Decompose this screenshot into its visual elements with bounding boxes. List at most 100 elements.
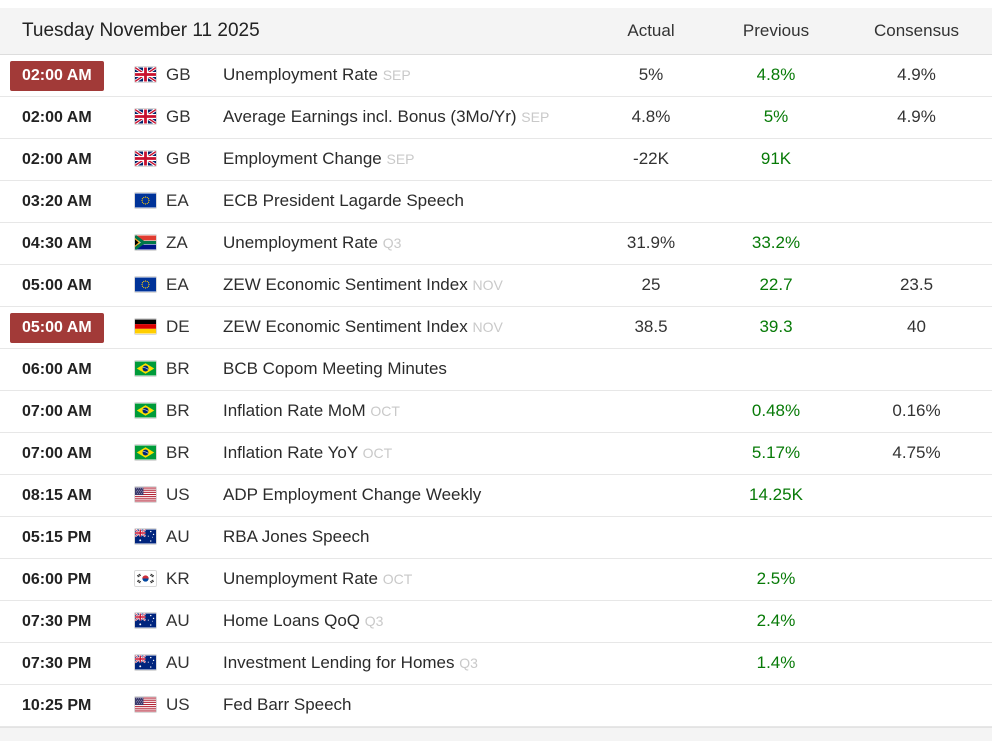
calendar-row[interactable]: 04:30 AM ZA Unemployment Rate Q3 31.9% 3… xyxy=(0,223,992,265)
event-time: 10:25 PM xyxy=(22,697,92,714)
country-code: US xyxy=(166,485,190,504)
flag-de-icon xyxy=(135,319,156,334)
event-period: SEP xyxy=(386,151,415,167)
event-time: 06:00 PM xyxy=(22,571,92,588)
country-code: BR xyxy=(166,359,190,378)
actual-value: 38.5 xyxy=(634,317,668,336)
previous-value[interactable]: 2.5% xyxy=(756,569,796,588)
event-period: NOV xyxy=(472,319,503,335)
calendar-row[interactable]: 07:30 PM AU Home Loans QoQ Q3 2.4% xyxy=(0,601,992,643)
event-title[interactable]: Unemployment Rate xyxy=(223,569,378,588)
previous-value[interactable]: 5.17% xyxy=(751,443,801,462)
consensus-value: 23.5 xyxy=(899,275,934,294)
calendar-row[interactable]: 05:00 AM EA ZEW Economic Sentiment Index… xyxy=(0,265,992,307)
calendar-row[interactable]: 05:15 PM AU RBA Jones Speech xyxy=(0,517,992,559)
calendar-row[interactable]: 07:30 PM AU Investment Lending for Homes… xyxy=(0,643,992,685)
event-title[interactable]: Investment Lending for Homes xyxy=(223,653,455,672)
consensus-value xyxy=(841,559,992,601)
date-header: Tuesday November 11 2025 xyxy=(0,8,591,55)
actual-value xyxy=(591,181,711,223)
calendar-row[interactable]: 06:00 AM BR BCB Copom Meeting Minutes xyxy=(0,349,992,391)
event-title[interactable]: ZEW Economic Sentiment Index xyxy=(223,275,468,294)
calendar-row[interactable]: 06:00 PM KR Unemployment Rate OCT 2.5% xyxy=(0,559,992,601)
previous-value[interactable]: 4.8% xyxy=(756,65,796,84)
calendar-row[interactable]: 03:20 AM EA ECB President Lagarde Speech xyxy=(0,181,992,223)
calendar-row[interactable]: 02:00 AM GB Average Earnings incl. Bonus… xyxy=(0,97,992,139)
consensus-value xyxy=(841,349,992,391)
event-time: 07:30 PM xyxy=(22,655,92,672)
actual-value xyxy=(591,685,711,727)
consensus-value xyxy=(841,517,992,559)
calendar-row[interactable]: 07:00 AM BR Inflation Rate YoY OCT 5.17%… xyxy=(0,433,992,475)
event-title[interactable]: ZEW Economic Sentiment Index xyxy=(223,317,468,336)
previous-value[interactable]: 39.3 xyxy=(759,317,793,336)
event-period: OCT xyxy=(362,445,393,461)
event-title[interactable]: RBA Jones Speech xyxy=(223,527,370,546)
flag-au-icon xyxy=(135,613,156,628)
previous-value[interactable]: 5% xyxy=(763,107,789,126)
event-period: OCT xyxy=(370,403,400,419)
column-header-previous: Previous xyxy=(711,8,841,55)
country-code: BR xyxy=(166,401,190,420)
previous-value[interactable]: 91K xyxy=(760,149,792,168)
event-title[interactable]: Home Loans QoQ xyxy=(223,611,361,630)
calendar-row[interactable]: 02:00 AM GB Unemployment Rate SEP 5% 4.8… xyxy=(0,55,992,97)
country-code: AU xyxy=(166,653,190,672)
event-time: 02:00 AM xyxy=(22,109,92,126)
flag-br-icon xyxy=(135,445,156,460)
flag-br-icon xyxy=(135,403,156,418)
previous-value[interactable] xyxy=(711,517,841,559)
consensus-value xyxy=(841,139,992,181)
event-title[interactable]: ADP Employment Change Weekly xyxy=(223,485,482,504)
event-title[interactable]: Employment Change xyxy=(223,149,382,168)
previous-value[interactable]: 22.7 xyxy=(759,275,793,294)
flag-us-icon xyxy=(135,697,156,712)
previous-value[interactable] xyxy=(711,685,841,727)
calendar-row[interactable]: 10:25 PM US Fed Barr Speech xyxy=(0,685,992,727)
calendar-row[interactable]: 02:00 AM GB Employment Change SEP -22K 9… xyxy=(0,139,992,181)
previous-value[interactable]: 0.48% xyxy=(751,401,801,420)
event-time: 05:15 PM xyxy=(22,529,92,546)
event-title[interactable]: BCB Copom Meeting Minutes xyxy=(223,359,447,378)
event-title[interactable]: Fed Barr Speech xyxy=(223,695,352,714)
event-time: 02:00 AM xyxy=(10,61,104,91)
previous-value[interactable]: 33.2% xyxy=(751,233,801,252)
consensus-value xyxy=(841,181,992,223)
actual-value xyxy=(591,517,711,559)
country-code: GB xyxy=(166,65,191,84)
flag-kr-icon xyxy=(135,571,156,586)
event-time: 06:00 AM xyxy=(22,361,92,378)
actual-value xyxy=(591,601,711,643)
event-time: 05:00 AM xyxy=(22,277,92,294)
event-title[interactable]: Inflation Rate YoY xyxy=(223,443,358,462)
event-title[interactable]: Average Earnings incl. Bonus (3Mo/Yr) xyxy=(223,107,517,126)
event-title[interactable]: ECB President Lagarde Speech xyxy=(223,191,464,210)
calendar-row[interactable]: 05:00 AM DE ZEW Economic Sentiment Index… xyxy=(0,307,992,349)
event-time: 04:30 AM xyxy=(22,235,92,252)
actual-value: -22K xyxy=(633,149,669,168)
event-period: Q3 xyxy=(364,613,384,629)
previous-value[interactable]: 2.4% xyxy=(756,611,796,630)
calendar-date-header-row: Tuesday November 11 2025 Actual Previous… xyxy=(0,8,992,55)
country-code: DE xyxy=(166,317,190,336)
event-title[interactable]: Inflation Rate MoM xyxy=(223,401,366,420)
actual-value xyxy=(591,559,711,601)
calendar-row[interactable]: 07:00 AM BR Inflation Rate MoM OCT 0.48%… xyxy=(0,391,992,433)
event-time: 03:20 AM xyxy=(22,193,92,210)
previous-value[interactable] xyxy=(711,349,841,391)
actual-value xyxy=(591,475,711,517)
previous-value[interactable]: 14.25K xyxy=(749,485,803,504)
flag-ea-icon xyxy=(135,277,156,292)
actual-value: 5% xyxy=(638,65,664,84)
flag-za-icon xyxy=(135,235,156,250)
previous-value[interactable] xyxy=(711,181,841,223)
economic-calendar-table: Tuesday November 11 2025 Actual Previous… xyxy=(0,8,992,727)
flag-gb-icon xyxy=(135,67,156,82)
consensus-value xyxy=(841,601,992,643)
calendar-row[interactable]: 08:15 AM US ADP Employment Change Weekly… xyxy=(0,475,992,517)
consensus-value: 4.9% xyxy=(897,65,936,84)
actual-value xyxy=(591,433,711,475)
event-title[interactable]: Unemployment Rate xyxy=(223,65,378,84)
event-title[interactable]: Unemployment Rate xyxy=(223,233,378,252)
previous-value[interactable]: 1.4% xyxy=(756,653,796,672)
